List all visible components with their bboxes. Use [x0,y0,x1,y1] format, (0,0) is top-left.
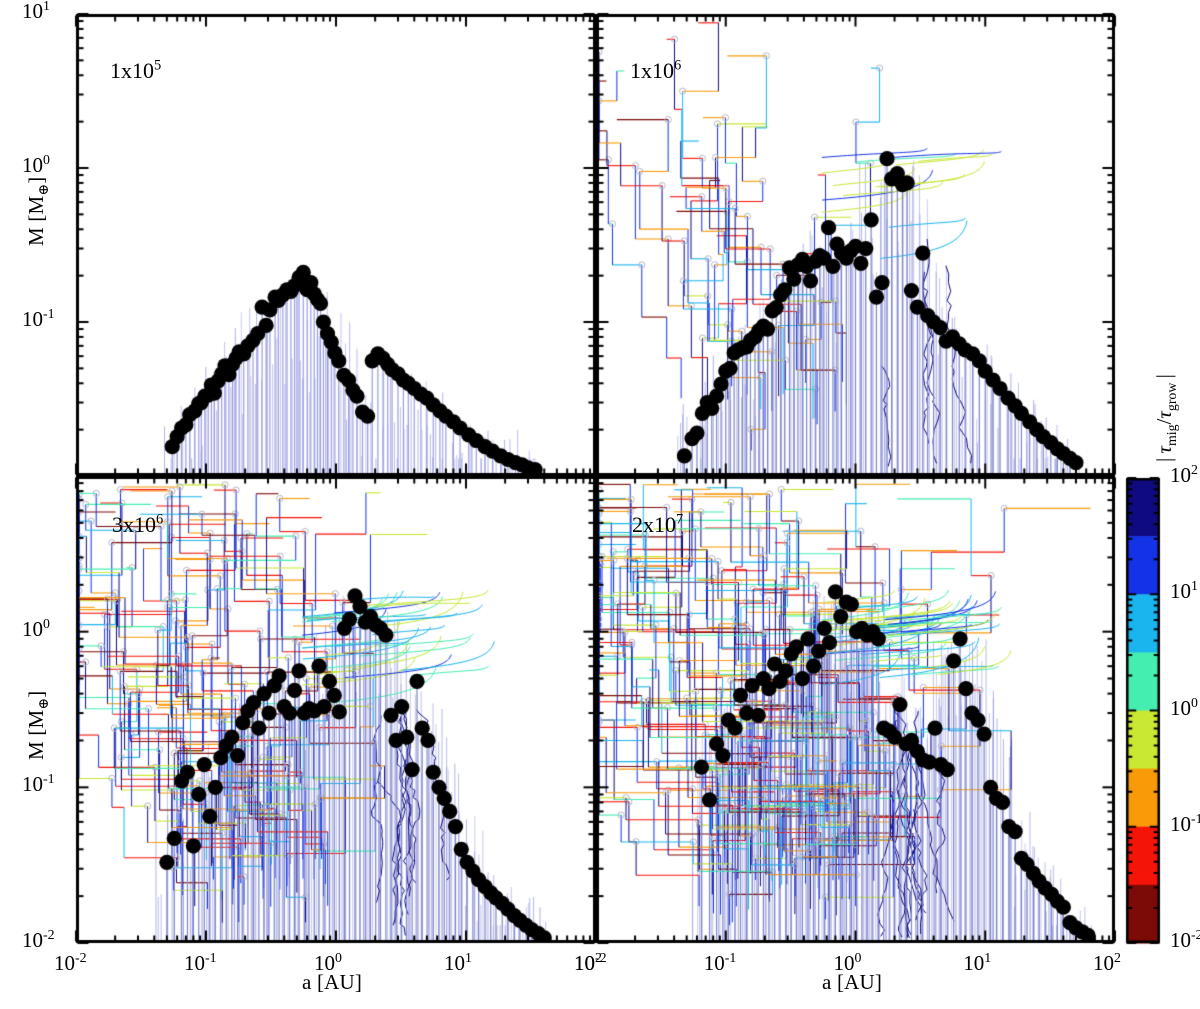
panel-label-bottom-left: 3x106 [112,511,164,537]
x-axis-label-right: a [AU] [822,970,883,994]
y-axis-label-bottom: M [M⊕] [24,690,52,760]
colorbar-tick-1: 101 [1170,578,1198,604]
colorbar-tick--2: 10-2 [1170,927,1200,952]
panel-label-top-right: 1x106 [630,57,682,83]
x-tick-76--2: 10-2 [54,950,87,975]
colorbar-tick-0: 100 [1170,694,1198,720]
x-tick-596--2: 10-2 [574,950,607,975]
x-tick-596--1: 10-1 [703,950,737,975]
x-tick-76-0: 100 [314,950,342,975]
x-tick-596-1: 101 [963,950,992,975]
y-tick-14-1: 101 [22,0,50,23]
x-axis-label-left: a [AU] [302,970,363,994]
colorbar-tick-2: 102 [1170,462,1198,487]
x-tick-76-2: 102 [574,950,602,975]
colorbar-tick--1: 10-1 [1170,810,1200,836]
y-tick-476--2: 10-2 [22,927,55,952]
y-axis-label-top: M [M⊕] [24,176,52,246]
y-tick-14-0: 100 [22,152,50,177]
x-tick-76-1: 101 [444,950,472,975]
y-tick-476-0: 100 [22,615,50,641]
x-tick-596-0: 100 [833,950,862,975]
y-tick-476--1: 10-1 [22,771,55,797]
panel-label-top-left: 1x105 [110,57,162,83]
y-tick-14--1: 10-1 [22,306,55,331]
colorbar-title: | τmig/τgrow | [1152,374,1180,462]
x-tick-596-2: 102 [1093,950,1121,975]
panel-label-bottom-right: 2x107 [632,511,684,537]
x-tick-76--1: 10-1 [184,950,217,975]
